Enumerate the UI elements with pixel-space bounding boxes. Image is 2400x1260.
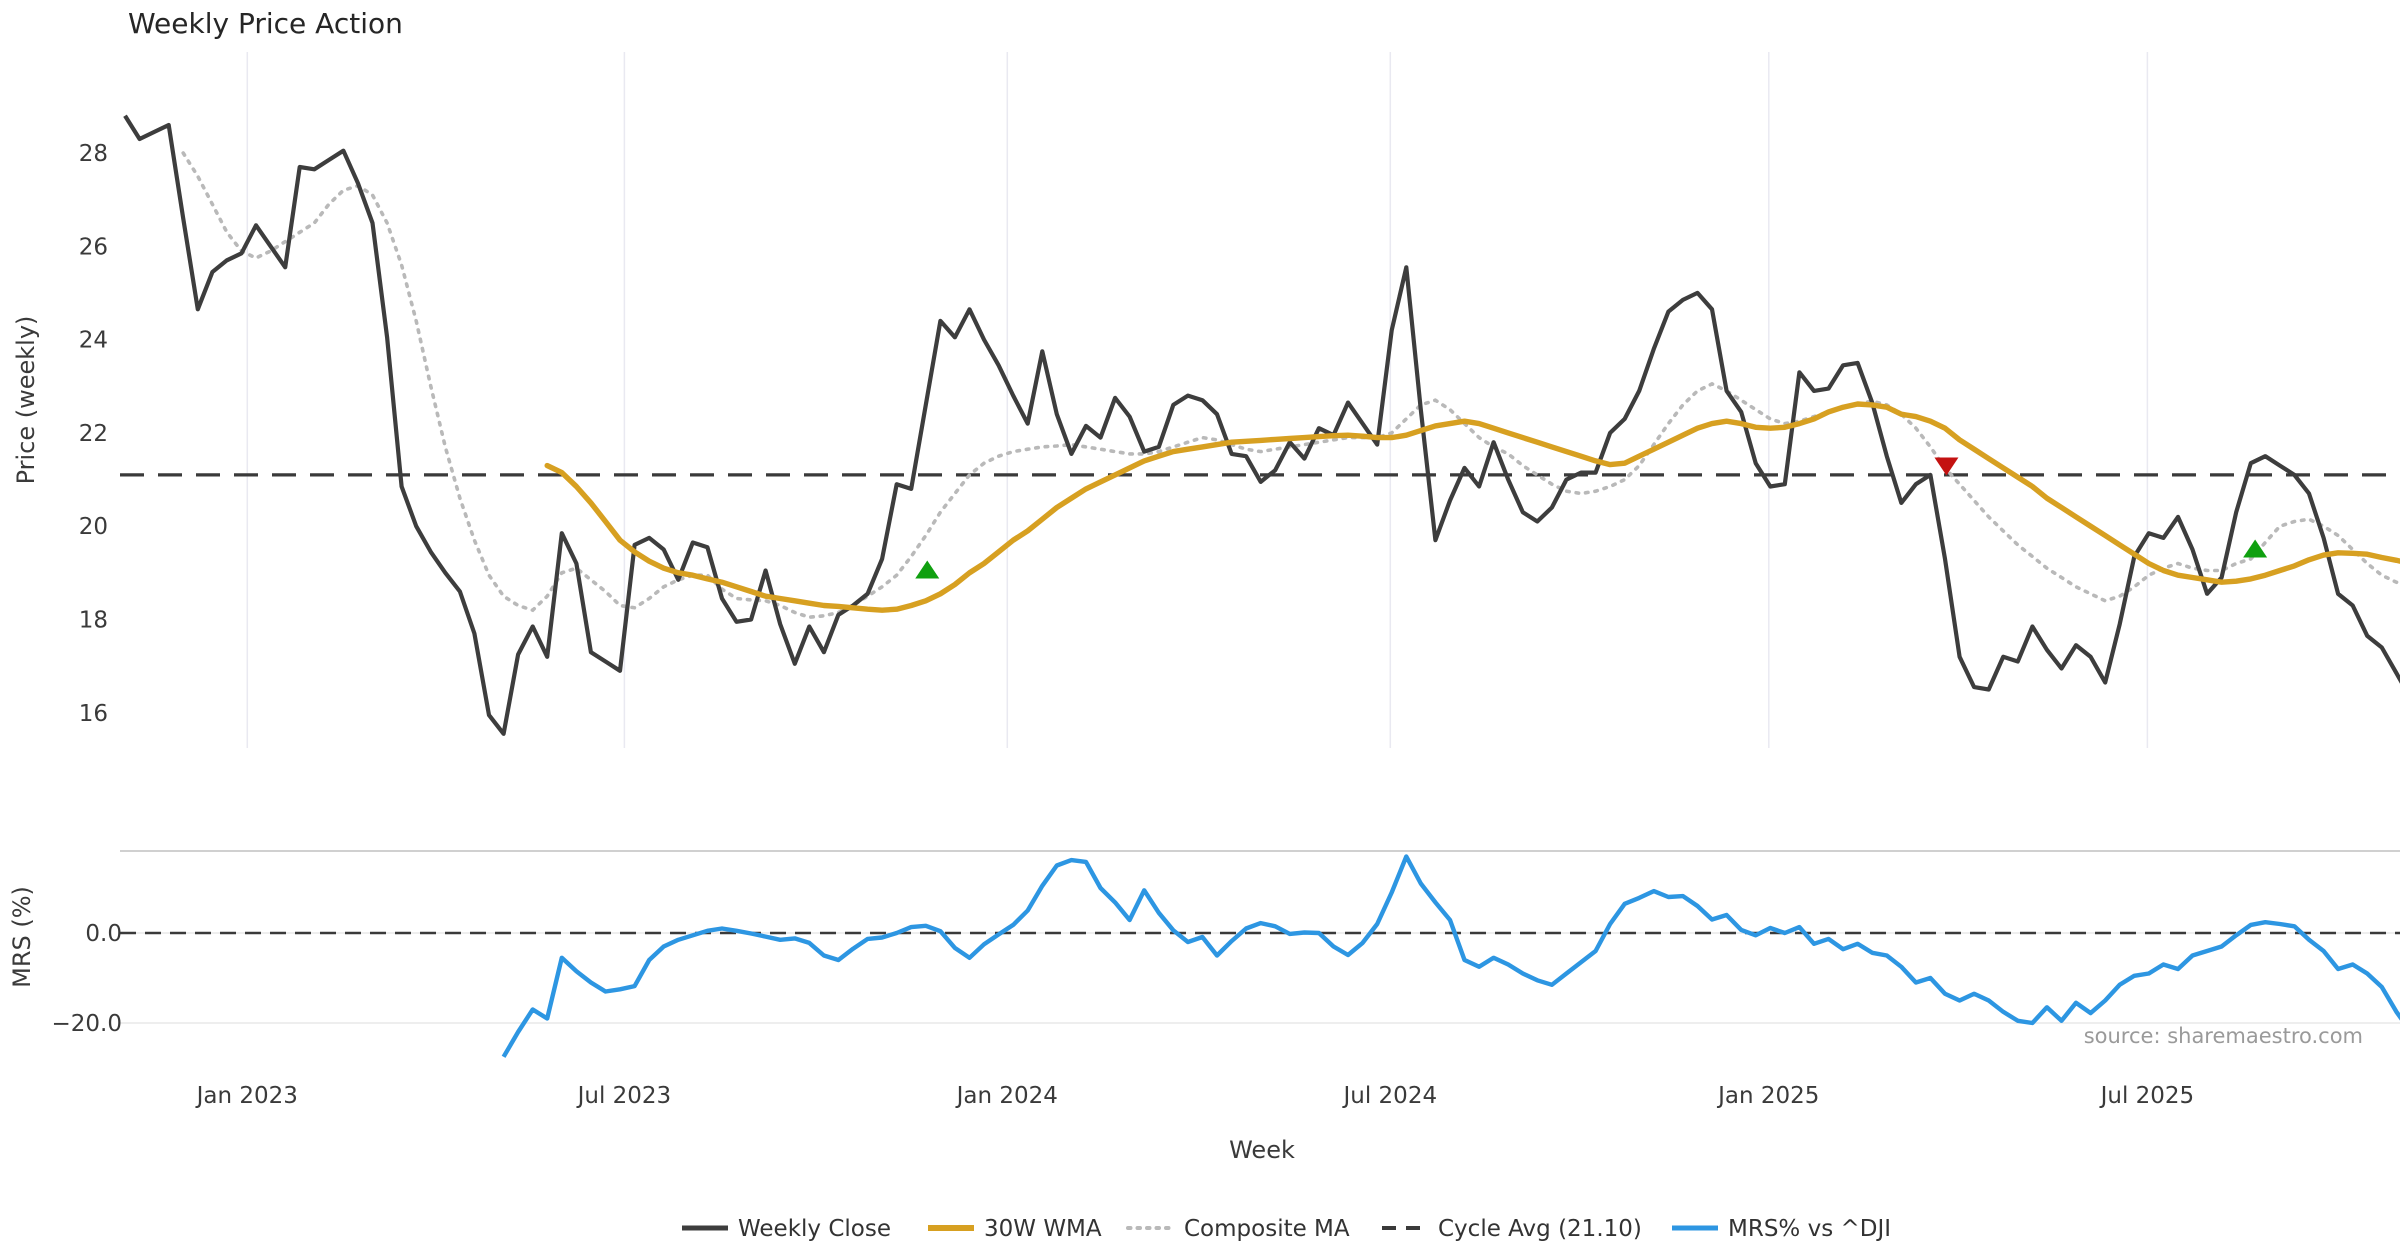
mrs-tick-label: −20.0 <box>52 1011 122 1037</box>
mrs-axis-title: MRS (%) <box>8 886 36 988</box>
price-tick-label: 28 <box>79 141 108 167</box>
composite-ma-line <box>181 151 2400 620</box>
legend-item-mrs[interactable]: MRS% vs ^DJI <box>1672 1216 1891 1242</box>
x-tick-label: Jan 2025 <box>1716 1083 1819 1109</box>
price-tick-label: 20 <box>79 514 108 540</box>
legend-label: 30W WMA <box>984 1216 1102 1242</box>
price-tick-label: 16 <box>79 701 108 727</box>
legend-label: Composite MA <box>1184 1216 1350 1242</box>
source-watermark: source: sharemaestro.com <box>2084 1024 2363 1048</box>
price-tick-label: 26 <box>79 234 108 260</box>
price-tick-label: 22 <box>79 421 108 447</box>
legend-label: Cycle Avg (21.10) <box>1438 1216 1642 1242</box>
legend-label: MRS% vs ^DJI <box>1728 1216 1891 1242</box>
legend-label: Weekly Close <box>738 1216 891 1242</box>
weekly-close-line <box>123 114 2400 736</box>
legend-item-composite-ma[interactable]: Composite MA <box>1126 1216 1350 1242</box>
sell-signal-triangle-down-icon <box>1934 457 1959 476</box>
wma-30w-line <box>544 401 2400 613</box>
legend-item-cycle-avg[interactable]: Cycle Avg (21.10) <box>1382 1216 1642 1242</box>
price-axis-ticks: 28 26 24 22 20 18 16 <box>79 141 108 727</box>
chart-legend: Weekly Close 30W WMA Composite MA Cycle … <box>682 1216 1891 1242</box>
price-panel-plot-area[interactable] <box>118 46 2400 752</box>
buy-signal-triangle-up-icon <box>915 560 940 579</box>
legend-item-weekly-close[interactable]: Weekly Close <box>682 1216 891 1242</box>
price-tick-label: 24 <box>79 328 108 354</box>
mrs-panel-plot-area[interactable] <box>118 852 2400 1064</box>
x-tick-label: Jul 2025 <box>2099 1083 2195 1109</box>
x-tick-label: Jan 2024 <box>955 1083 1058 1109</box>
week-axis-ticks: Jan 2023 Jul 2023 Jan 2024 Jul 2024 Jan 2025… <box>195 1083 2195 1109</box>
mrs-line <box>501 854 2400 1058</box>
price-tick-label: 18 <box>79 608 108 634</box>
x-tick-label: Jul 2023 <box>576 1083 672 1109</box>
mrs-axis-ticks: 0.0 −20.0 <box>52 921 122 1037</box>
signal-markers <box>915 457 2268 579</box>
price-axis-title: Price (weekly) <box>12 316 40 485</box>
week-axis-title: Week <box>1229 1136 1295 1164</box>
vertical-gridlines <box>246 52 2149 748</box>
buy-signal-triangle-up-icon <box>2243 539 2268 558</box>
x-tick-label: Jul 2024 <box>1341 1083 1437 1109</box>
mrs-tick-label: 0.0 <box>85 921 122 947</box>
chart-title: Weekly Price Action <box>128 7 403 40</box>
x-tick-label: Jan 2023 <box>195 1083 298 1109</box>
legend-item-30w-wma[interactable]: 30W WMA <box>928 1216 1102 1242</box>
